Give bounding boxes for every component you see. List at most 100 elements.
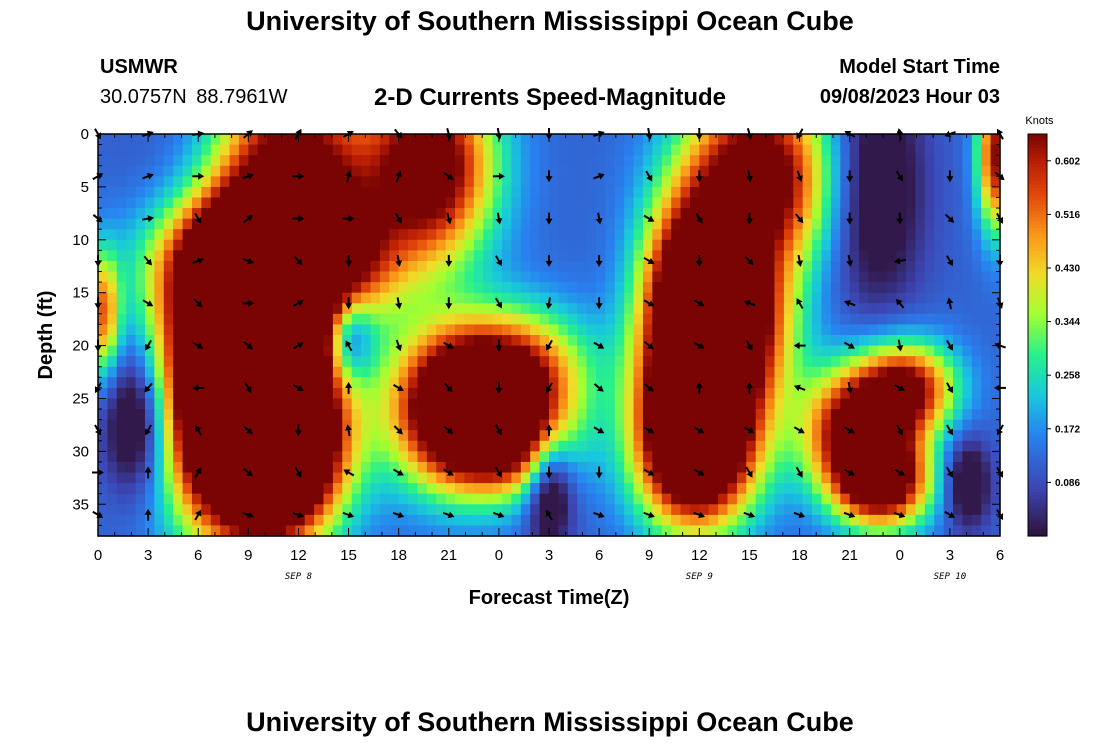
heatmap-cell — [793, 419, 804, 431]
heatmap-cell — [295, 451, 306, 463]
heatmap-cell — [464, 250, 475, 262]
heatmap-cell — [342, 208, 353, 220]
heatmap-cell — [877, 250, 888, 262]
heatmap-cell — [276, 218, 287, 230]
heatmap-cell — [746, 345, 757, 357]
heatmap-cell — [511, 419, 522, 431]
heatmap-cell — [248, 229, 259, 241]
heatmap-cell — [455, 186, 466, 199]
heatmap-cell — [539, 165, 550, 177]
heatmap-cell — [276, 271, 287, 283]
heatmap-cell — [257, 197, 268, 209]
heatmap-cell — [765, 271, 776, 283]
heatmap-cell — [483, 387, 494, 400]
heatmap-cell — [389, 144, 400, 156]
heatmap-cell — [953, 313, 964, 326]
heatmap-cell — [708, 239, 719, 251]
current-arrow — [194, 212, 202, 224]
heatmap-cell — [614, 176, 625, 188]
heatmap-cell — [971, 239, 982, 251]
heatmap-cell — [642, 366, 653, 378]
heatmap-cell — [473, 345, 484, 357]
heatmap-cell — [370, 335, 381, 347]
heatmap-cell — [492, 144, 503, 156]
heatmap-cell — [342, 250, 353, 262]
heatmap-cell — [285, 218, 296, 230]
heatmap-cell — [605, 155, 616, 167]
heatmap-cell — [445, 165, 456, 177]
heatmap-cell — [934, 282, 945, 294]
current-arrow-head — [798, 511, 806, 519]
heatmap-cell — [624, 186, 635, 199]
heatmap-cell — [511, 483, 522, 495]
heatmap-cell — [906, 335, 917, 347]
heatmap-cell — [511, 525, 522, 537]
heatmap-cell — [793, 472, 804, 484]
heatmap-cell — [774, 472, 785, 484]
heatmap-cell — [539, 377, 550, 389]
heatmap-cell — [558, 144, 569, 156]
heatmap-cell — [680, 260, 691, 273]
current-arrow-head — [898, 384, 905, 391]
heatmap-cell — [774, 313, 785, 326]
heatmap-cell — [755, 356, 766, 368]
heatmap-cell — [276, 504, 287, 516]
heatmap-cell — [314, 398, 325, 410]
heatmap-cell — [464, 134, 475, 146]
heatmap-cell — [746, 271, 757, 283]
heatmap-cell — [595, 313, 606, 326]
heatmap-cell — [267, 134, 278, 146]
heatmap-cell — [746, 472, 757, 484]
current-arrow-head — [298, 215, 305, 223]
heatmap-cell — [248, 144, 259, 156]
current-arrow-head — [796, 470, 803, 478]
heatmap-cell — [915, 366, 926, 378]
heatmap-cell — [285, 483, 296, 495]
heatmap-cell — [511, 504, 522, 516]
heatmap-cell — [126, 292, 137, 304]
heatmap-cell — [896, 430, 907, 442]
heatmap-cell — [727, 250, 738, 262]
heatmap-cell — [116, 144, 127, 156]
heatmap-cell — [849, 366, 860, 378]
heatmap-cell — [567, 208, 578, 220]
heatmap-cell — [126, 144, 137, 156]
heatmap-cell — [220, 430, 231, 442]
heatmap-cell — [868, 472, 879, 484]
heatmap-cell — [295, 176, 306, 188]
heatmap-cell — [182, 366, 193, 378]
heatmap-cell — [840, 303, 851, 315]
heatmap-cell — [126, 387, 137, 400]
heatmap-cell — [953, 377, 964, 389]
heatmap-cell — [624, 398, 635, 410]
heatmap-cell — [689, 377, 700, 389]
heatmap-cell — [746, 451, 757, 463]
heatmap-cell — [971, 419, 982, 431]
heatmap-cell — [558, 239, 569, 251]
heatmap-cell — [783, 440, 794, 452]
heatmap-cell — [539, 387, 550, 400]
heatmap-cell — [746, 186, 757, 199]
heatmap-cell — [361, 144, 372, 156]
heatmap-cell — [445, 271, 456, 283]
heatmap-cell — [755, 377, 766, 389]
heatmap-cell — [680, 356, 691, 368]
heatmap-cell — [163, 409, 174, 421]
heatmap-cell — [370, 303, 381, 315]
heatmap-cell — [107, 366, 118, 378]
heatmap-cell — [248, 282, 259, 294]
heatmap-cell — [210, 165, 221, 177]
heatmap-cell — [455, 461, 466, 474]
heatmap-cell — [398, 208, 409, 220]
heatmap-cell — [652, 493, 663, 505]
heatmap-cell — [210, 398, 221, 410]
heatmap-cell — [361, 430, 372, 442]
heatmap-cell — [370, 419, 381, 431]
colorbar-segment — [1028, 358, 1047, 363]
heatmap-cell — [953, 282, 964, 294]
heatmap-cell — [304, 229, 315, 241]
heatmap-cell — [877, 409, 888, 421]
heatmap-cell — [981, 208, 992, 220]
colorbar-segment — [1028, 308, 1047, 313]
heatmap-cell — [755, 282, 766, 294]
